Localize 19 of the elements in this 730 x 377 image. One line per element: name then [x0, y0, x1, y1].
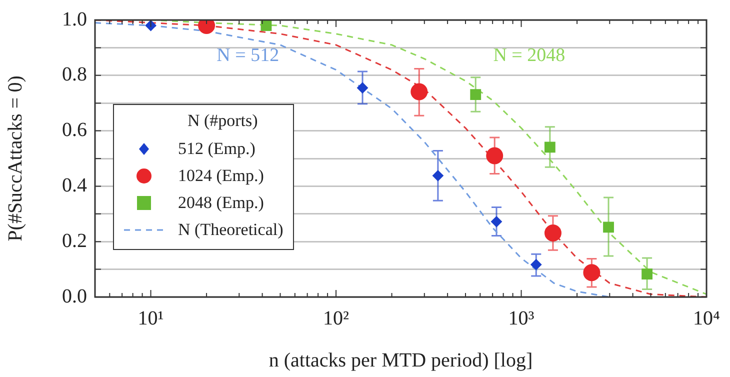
legend-title: N (#ports) [186, 111, 259, 131]
annotation: N = 512 [216, 44, 280, 66]
x-tick-label: 10² [323, 307, 350, 330]
legend-label: 2048 (Emp.) [178, 192, 264, 212]
y-tick-label: 0.2 [62, 230, 87, 252]
legend-label: N (Theoretical) [178, 220, 284, 240]
y-tick-label: 1.0 [62, 8, 87, 30]
x-axis-title: n (attacks per MTD period) [log] [268, 349, 533, 372]
x-tick-label: 10¹ [138, 307, 164, 330]
y-tick-label: 0.0 [62, 285, 87, 308]
legend-label: 1024 (Emp.) [178, 166, 264, 186]
legend-label: 512 (Emp.) [178, 138, 256, 158]
y-tick-label: 0.4 [62, 174, 87, 196]
x-tick-label: 10³ [508, 307, 534, 330]
y-tick-label: 0.6 [62, 119, 87, 142]
y-tick-label: 0.8 [62, 64, 87, 86]
x-tick-label: 10⁴ [693, 307, 720, 330]
y-axis-title: P(#SuccAttacks = 0) [4, 76, 26, 242]
annotation: N = 2048 [493, 44, 566, 66]
